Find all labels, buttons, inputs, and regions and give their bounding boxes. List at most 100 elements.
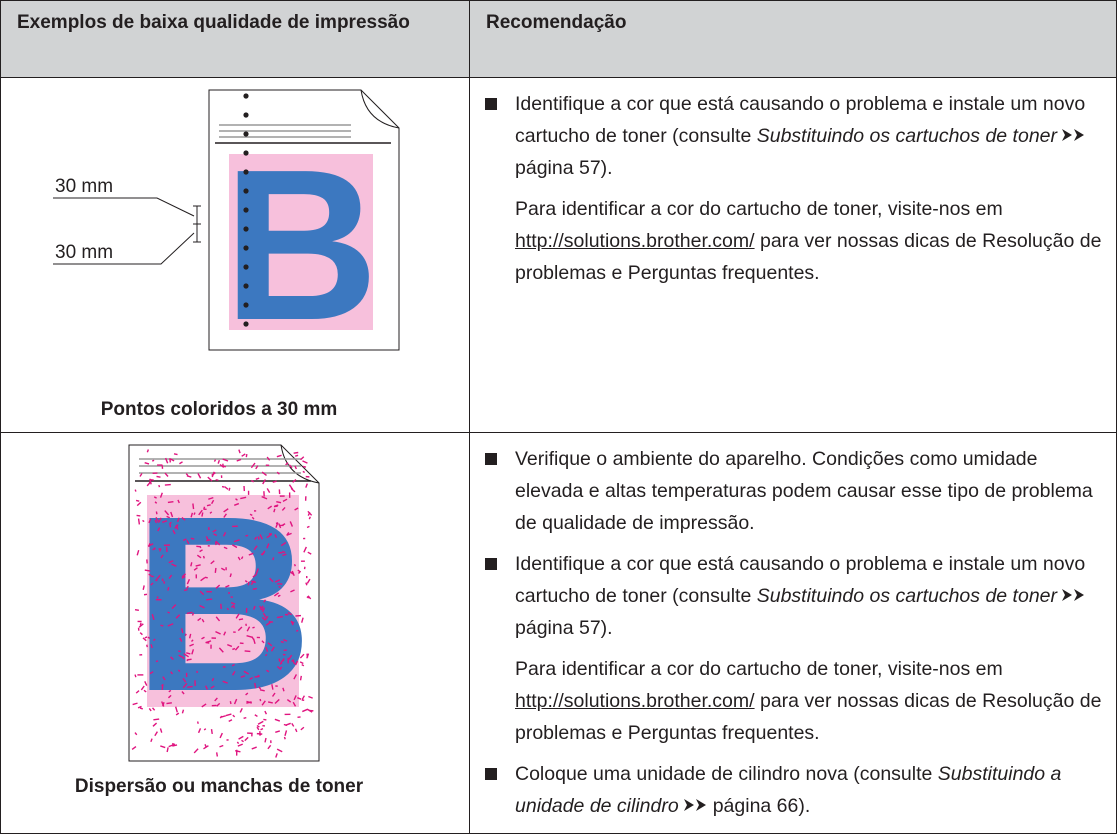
recommendation: Identifique a cor que está causando o pr… (485, 88, 1104, 184)
speck (302, 461, 307, 463)
speck (149, 574, 151, 575)
speck (145, 637, 147, 638)
link[interactable]: http://solutions.brother.com/ (515, 230, 755, 252)
arrow-shape (1062, 589, 1084, 601)
speck (273, 481, 277, 482)
header-row: Exemplos de baixa qualidade de impressão… (1, 1, 1117, 78)
speck (193, 613, 194, 616)
bullet (485, 558, 497, 570)
speck (295, 564, 296, 566)
speck (234, 606, 235, 609)
speck (184, 590, 187, 591)
recommendation: Para identificar a cor do cartucho de to… (485, 653, 1104, 749)
speck (206, 540, 210, 541)
speck (274, 509, 275, 512)
speck (156, 511, 157, 514)
speck (168, 587, 169, 590)
dot (243, 302, 248, 307)
recommendation-text: Para identificar a cor do cartucho de to… (515, 658, 1003, 680)
dimension-label: 30 mm (55, 242, 113, 263)
illustration: B 30 mm 30 mm (1, 78, 437, 432)
speck (204, 729, 206, 730)
speck (142, 520, 144, 521)
recommendation: Verifique o ambiente do aparelho. Condiç… (485, 443, 1104, 539)
illustration-letter: B (223, 124, 378, 365)
speck (198, 722, 199, 724)
table-row: B 30 mm 30 mm Pontos coloridos a 30 mm I… (1, 78, 1117, 433)
page-ref: página 57). (515, 157, 613, 179)
recommendation-cell: Identifique a cor que está causando o pr… (470, 78, 1117, 433)
speck (147, 449, 148, 452)
speck (230, 573, 231, 576)
speck (170, 524, 171, 528)
speck (284, 724, 287, 725)
illustration: B (1, 433, 437, 773)
bullet (485, 98, 497, 110)
dot (243, 245, 248, 250)
speck (258, 536, 259, 539)
speck (276, 502, 281, 503)
speck (279, 587, 281, 588)
speck (296, 630, 298, 631)
speck (265, 738, 266, 742)
dot (243, 93, 248, 98)
speck (281, 642, 284, 643)
recommendation: Coloque uma unidade de cilindro nova (co… (485, 758, 1104, 822)
speck (156, 661, 158, 662)
dot (243, 207, 248, 212)
speck (244, 718, 247, 719)
speck (206, 599, 212, 600)
speck (168, 612, 170, 613)
speck (157, 476, 161, 477)
speck (152, 460, 154, 461)
speck (303, 471, 305, 472)
dot (243, 264, 248, 269)
dot (243, 226, 248, 231)
recommendation: Identifique a cor que está causando o pr… (485, 548, 1104, 644)
header-cell: Recomendação (470, 1, 1117, 78)
page-ref: página 57). (515, 617, 613, 639)
speck (140, 708, 143, 709)
speck (194, 513, 195, 515)
speck (245, 651, 251, 652)
speck (253, 588, 257, 589)
recommendation-text: Coloque uma unidade de cilindro nova (co… (515, 763, 932, 785)
recommendation-text: Para identificar a cor do cartucho de to… (515, 198, 1003, 220)
speck (174, 454, 177, 455)
speck (207, 505, 211, 506)
speck (279, 658, 280, 661)
link[interactable]: http://solutions.brother.com/ (515, 690, 755, 712)
speck (246, 454, 247, 457)
speck (283, 658, 284, 661)
dot (243, 188, 248, 193)
illustration-letter: B (133, 464, 314, 743)
speck (185, 634, 186, 636)
speck (159, 485, 160, 487)
speck (294, 452, 299, 453)
dot (243, 131, 248, 136)
speck (273, 557, 274, 560)
arrow-shape (684, 799, 706, 811)
recommendation-text: Verifique o ambiente do aparelho. Condiç… (515, 448, 1093, 534)
dot (243, 112, 248, 117)
speck (229, 488, 230, 491)
speck (217, 752, 218, 756)
speck (306, 583, 307, 586)
reference: Substituindo os cartuchos de toner (757, 585, 1057, 607)
speck (160, 625, 163, 626)
speck (280, 667, 282, 668)
speck (214, 460, 215, 462)
speck (215, 568, 216, 573)
speck (255, 676, 260, 677)
speck (204, 556, 205, 558)
speck (202, 513, 203, 517)
speck (303, 466, 306, 467)
speck (161, 685, 163, 686)
arrow-shape (1062, 129, 1084, 141)
example-cell: B Dispersão ou manchas de toner (1, 433, 470, 834)
speck (187, 686, 192, 687)
speck (178, 651, 180, 652)
speck (260, 690, 265, 691)
page-ref: página 66). (713, 795, 811, 817)
